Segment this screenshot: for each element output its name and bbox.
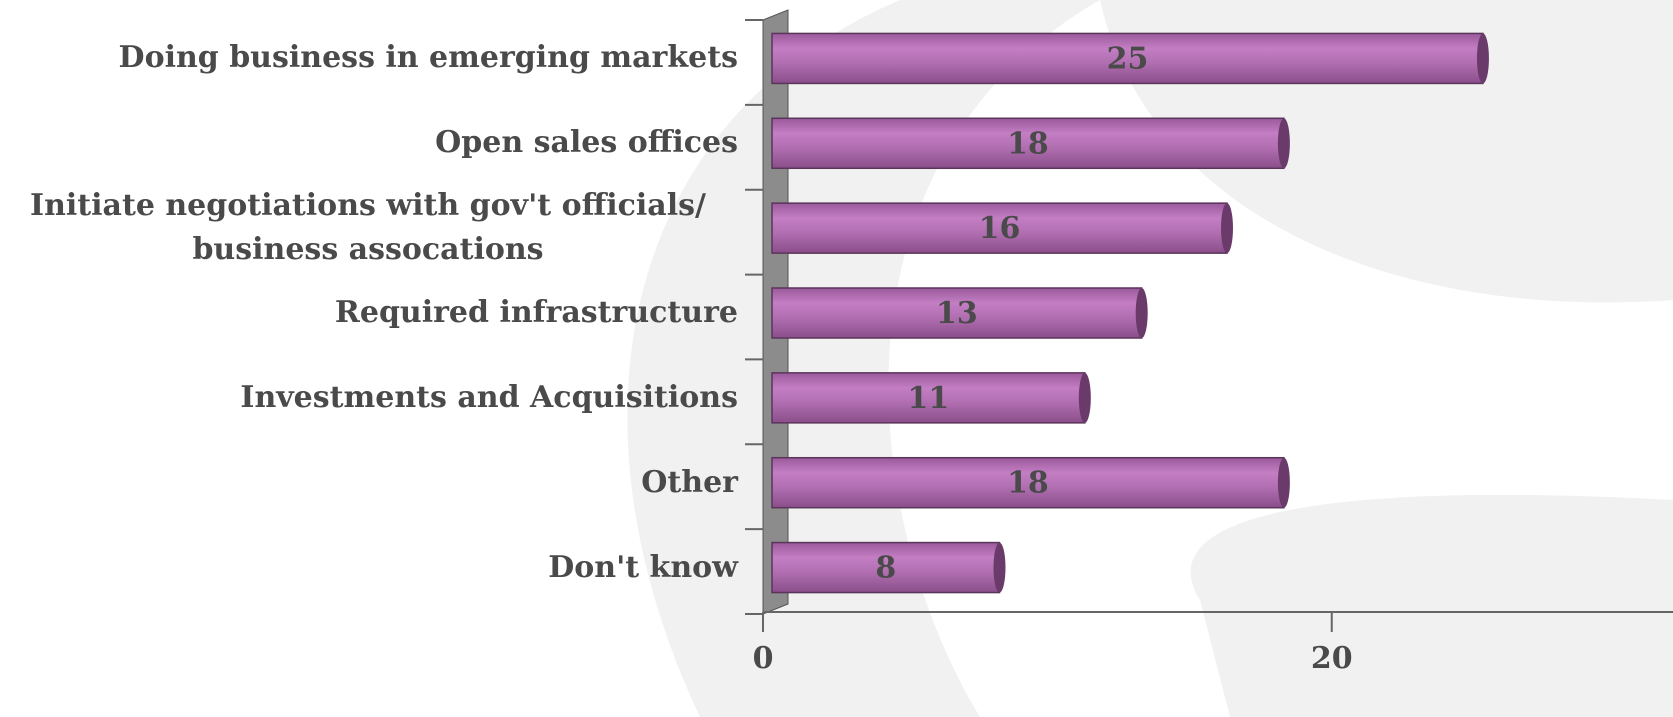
y-tick-label: Don't know (548, 549, 738, 585)
y-tick-label-box: Don't know (0, 526, 738, 610)
bar-cap (1135, 288, 1148, 338)
y-tick-label: Other (641, 464, 738, 500)
bar-cap (1078, 372, 1091, 423)
bar (771, 372, 1086, 424)
bar-cap (993, 542, 1006, 593)
bar (771, 202, 1228, 254)
bar (771, 287, 1143, 339)
y-tick-label-box: Initiate negotiations with gov't officia… (0, 186, 738, 270)
bar-cap (1221, 203, 1233, 254)
y-tick-label: Open sales offices (435, 125, 738, 161)
y-tick-label-box: Open sales offices (0, 101, 738, 185)
value-label: 11 (908, 381, 950, 416)
value-label: 18 (1007, 126, 1049, 161)
y-tick-label-box: Other (0, 441, 738, 525)
bar-cap (1476, 33, 1489, 84)
y-tick-label: Doing business in emerging markets (118, 40, 738, 76)
value-label: 18 (1007, 466, 1049, 501)
y-tick-label: Investments and Acquisitions (240, 379, 738, 415)
bar (771, 541, 1001, 594)
y-tick-label-box: Doing business in emerging markets (0, 16, 738, 100)
x-tick-label: 20 (1311, 641, 1353, 676)
background-shape (627, 0, 1100, 717)
y-tick-label-box: Investments and Acquisitions (0, 356, 738, 440)
y-tick-label-box: Required infrastructure (0, 271, 738, 355)
bar (771, 456, 1285, 509)
y-tick-label: Initiate negotiations with gov't officia… (30, 188, 706, 268)
bar-cap (1277, 457, 1290, 508)
bar-cap (1277, 118, 1290, 169)
value-label: 8 (875, 551, 896, 586)
y-tick-label: Required infrastructure (334, 295, 738, 330)
x-tick-label: 0 (753, 641, 774, 676)
bar (771, 32, 1484, 85)
value-label: 13 (936, 296, 978, 331)
background-shape (1190, 494, 1673, 717)
value-label: 25 (1107, 41, 1149, 76)
value-label: 16 (979, 211, 1021, 246)
